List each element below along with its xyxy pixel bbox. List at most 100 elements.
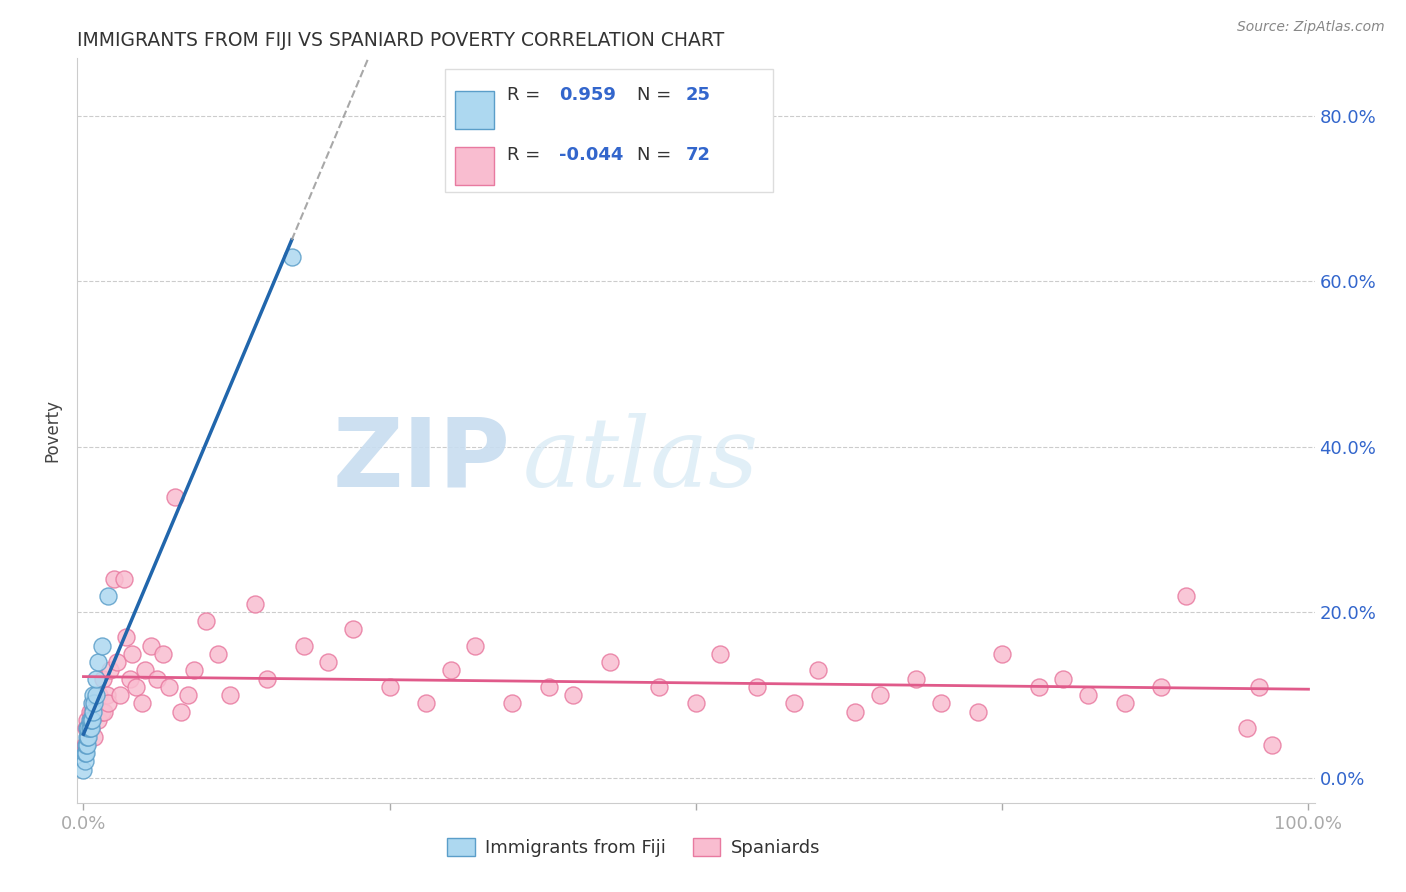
Text: atlas: atlas [523,413,759,508]
Point [108,688,131,702]
Point [131,697,153,711]
Text: 0.959: 0.959 [558,87,616,104]
Point [90,705,112,719]
Point [342,622,364,636]
Point [80,721,103,735]
Point [869,688,891,702]
Point [1077,688,1099,702]
Text: 72: 72 [686,145,711,164]
Point [537,680,560,694]
Point [134,664,156,678]
Point [966,705,988,719]
Point [79,721,101,735]
Point [599,655,621,669]
Text: IMMIGRANTS FROM FIJI VS SPANIARD POVERTY CORRELATION CHART: IMMIGRANTS FROM FIJI VS SPANIARD POVERTY… [77,31,724,50]
Point [501,697,523,711]
Point [76,721,98,735]
Point [219,688,242,702]
Point [100,664,122,678]
Point [93,705,115,719]
Text: ZIP: ZIP [332,414,510,507]
Point [905,672,928,686]
Point [562,688,585,702]
Point [709,647,731,661]
Point [97,697,120,711]
Point [747,680,769,694]
Point [1236,721,1258,735]
Point [1150,680,1173,694]
Point [440,664,463,678]
Point [125,680,148,694]
Point [1114,697,1136,711]
Point [80,721,103,735]
Point [165,490,187,504]
Point [118,672,141,686]
Point [152,647,174,661]
Text: R =: R = [506,87,551,104]
Point [80,697,103,711]
Point [96,688,118,702]
Point [84,688,107,702]
Point [73,738,96,752]
Point [929,697,952,711]
Point [685,697,707,711]
Point [83,697,105,711]
Point [1052,672,1074,686]
Text: 25: 25 [686,87,711,104]
Point [80,713,103,727]
Point [243,597,266,611]
Point [194,614,217,628]
Point [318,655,340,669]
Point [80,713,103,727]
Point [112,573,135,587]
Point [844,705,866,719]
Text: R =: R = [506,145,546,164]
Point [176,688,198,702]
Point [73,746,96,760]
Point [75,738,97,752]
Point [79,713,101,727]
Point [77,721,100,735]
Point [183,664,205,678]
Point [82,688,104,702]
Point [72,763,94,777]
Point [105,655,128,669]
Bar [454,91,495,128]
Legend: Immigrants from Fiji, Spaniards: Immigrants from Fiji, Spaniards [440,830,828,864]
Point [75,746,97,760]
Text: Source: ZipAtlas.com: Source: ZipAtlas.com [1237,20,1385,34]
Point [103,573,125,587]
Point [80,705,103,719]
Point [77,730,100,744]
Point [76,730,98,744]
Bar [454,146,495,185]
Point [76,738,98,752]
Point [807,664,830,678]
Point [1175,589,1198,603]
Point [75,721,97,735]
Point [87,655,110,669]
Point [207,647,229,661]
Point [84,672,107,686]
Text: N =: N = [637,145,676,164]
Point [256,672,278,686]
Y-axis label: Poverty: Poverty [44,399,62,462]
Point [464,639,486,653]
Point [170,705,193,719]
Point [292,639,315,653]
Point [89,688,111,702]
Point [91,672,114,686]
Point [82,697,104,711]
Point [415,697,437,711]
Point [157,680,180,694]
Point [87,713,110,727]
Point [79,705,101,719]
Point [90,639,112,653]
Text: -0.044: -0.044 [558,145,623,164]
Text: N =: N = [637,87,676,104]
Point [146,672,169,686]
Point [1249,680,1271,694]
Point [991,647,1014,661]
Point [280,250,302,264]
Point [648,680,671,694]
